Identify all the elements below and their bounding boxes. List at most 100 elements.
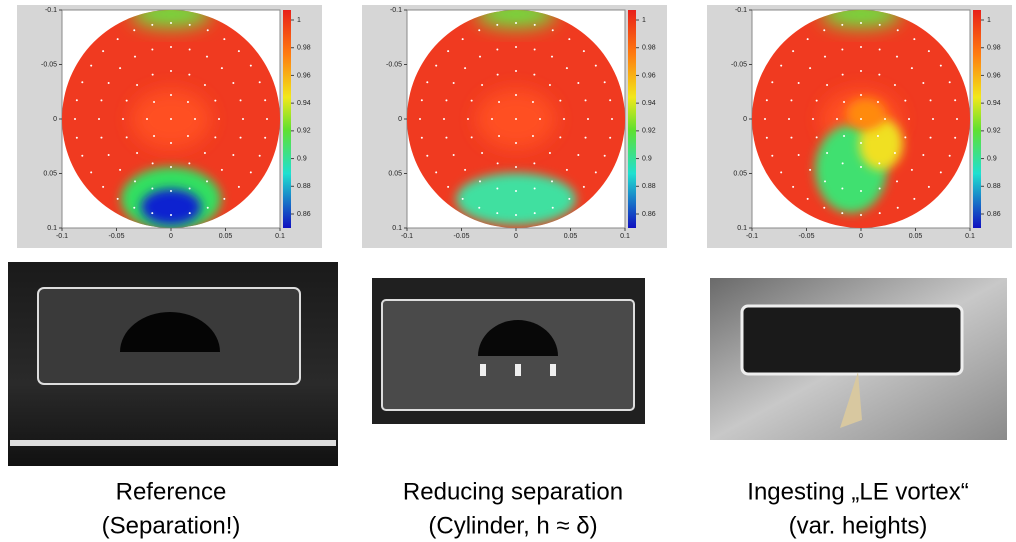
probe-point (954, 137, 956, 139)
x-tick-label: 0.05 (564, 233, 578, 240)
colorbar-tick-label: 0.96 (642, 72, 656, 79)
colorbar-tick-label: 0.86 (642, 211, 656, 218)
probe-point (595, 171, 597, 173)
probe-point (453, 154, 455, 156)
probe-point (551, 56, 553, 58)
x-tick-label: 0 (169, 233, 173, 240)
probe-point (207, 29, 209, 31)
probe-point (824, 56, 826, 58)
probe-point (479, 56, 481, 58)
probe-point (102, 50, 104, 52)
probe-point (577, 82, 579, 84)
probe-point (563, 118, 565, 120)
probe-point (170, 142, 172, 144)
x-tick-label: 0.05 (219, 233, 233, 240)
probe-point (879, 24, 881, 26)
probe-point (771, 155, 773, 157)
probe-point (117, 38, 119, 40)
x-tick-label: -0.1 (746, 233, 758, 240)
probe-point (908, 118, 910, 120)
colorbar-tick-label: 0.92 (642, 128, 656, 135)
probe-point (534, 212, 536, 214)
probe-point (559, 100, 561, 102)
probe-point (464, 67, 466, 69)
probe-point (515, 166, 517, 168)
probe-point (954, 99, 956, 101)
probe-point (462, 198, 464, 200)
probe-point (250, 65, 252, 67)
probe-point (930, 137, 932, 139)
probe-point (896, 56, 898, 58)
caption: Reference (116, 478, 227, 505)
colorbar-tick-label: 1 (987, 17, 991, 24)
probe-point (259, 81, 261, 83)
probe-point (515, 190, 517, 192)
probe-point (766, 137, 768, 139)
probe-point (860, 118, 862, 120)
probe-point (421, 137, 423, 139)
colorbar-tick-label: 0.98 (297, 45, 311, 52)
field-blob (141, 189, 201, 225)
probe-point (478, 29, 480, 31)
probe-point (860, 70, 862, 72)
probe-point (604, 155, 606, 157)
probe-point (426, 81, 428, 83)
probe-point (153, 135, 155, 137)
probe-point (152, 74, 154, 76)
caption: Ingesting „LE vortex“ (747, 478, 968, 505)
colorbar-tick-label: 0.88 (642, 183, 656, 190)
probe-point (843, 135, 845, 137)
x-tick-label: 0 (859, 233, 863, 240)
probe-point (421, 99, 423, 101)
probe-point (218, 118, 220, 120)
probe-point (836, 118, 838, 120)
probe-point (81, 155, 83, 157)
probe-point (152, 162, 154, 164)
probe-point (119, 169, 121, 171)
probe-point (559, 136, 561, 138)
y-tick-label: 0 (743, 116, 747, 123)
probe-point (496, 188, 498, 190)
probe-point (491, 118, 493, 120)
probe-point (481, 152, 483, 154)
y-tick-label: 0.05 (733, 170, 747, 177)
probe-point (133, 29, 135, 31)
probe-point (151, 212, 153, 214)
probe-point (240, 137, 242, 139)
probe-point (534, 24, 536, 26)
probe-point (841, 212, 843, 214)
probe-point (552, 29, 554, 31)
probe-point (259, 155, 261, 157)
probe-point (949, 155, 951, 157)
x-tick-label: 0.1 (965, 233, 975, 240)
probe-point (551, 180, 553, 182)
probe-point (609, 99, 611, 101)
probe-point (170, 22, 172, 24)
probe-point (860, 214, 862, 216)
probe-point (81, 81, 83, 83)
x-tick-label: 0.1 (275, 233, 285, 240)
probe-point (533, 162, 535, 164)
probe-point (187, 135, 189, 137)
colorbar-tick-label: 0.88 (297, 183, 311, 190)
probe-point (595, 65, 597, 67)
probe-point (841, 48, 843, 50)
probe-point (897, 207, 899, 209)
probe-point (515, 214, 517, 216)
probe-point (151, 188, 153, 190)
probe-point (932, 118, 934, 120)
probe-point (462, 38, 464, 40)
colorbar-tick-label: 1 (297, 17, 301, 24)
probe-point (583, 50, 585, 52)
probe-point (792, 186, 794, 188)
probe-point (896, 180, 898, 182)
probe-point (151, 24, 153, 26)
probe-point (445, 99, 447, 101)
slide: -0.1-0.0500.050.1-0.1-0.0500.050.110.980… (0, 0, 1016, 542)
probe-point (214, 136, 216, 138)
probe-point (587, 118, 589, 120)
probe-point (940, 171, 942, 173)
probe-point (426, 155, 428, 157)
probe-point (189, 212, 191, 214)
probe-point (108, 82, 110, 84)
